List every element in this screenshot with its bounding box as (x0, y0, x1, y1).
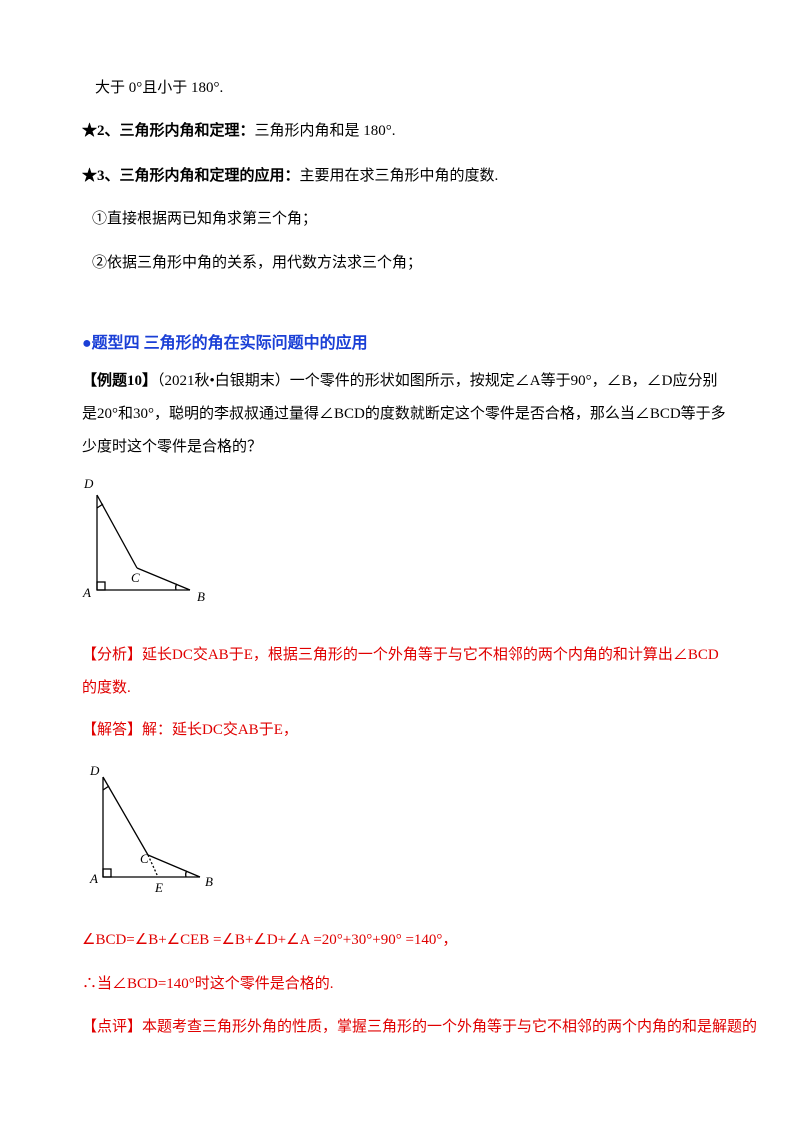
step: ∴当∠BCD=140°时这个零件是合格的. (82, 976, 334, 992)
label: A (89, 871, 98, 886)
label: B (205, 874, 213, 889)
label: A (82, 585, 91, 600)
step: ∠BCD=∠B+∠CEB =∠B+∠D+∠A =20°+30°+90° =140… (82, 932, 458, 948)
label: ★2、三角形内角和定理： (82, 123, 255, 139)
text: ②依据三角形中角的关系，用代数方法求三个角； (92, 255, 423, 271)
point: ★3、三角形内角和定理的应用：主要用在求三角形中角的度数. (82, 160, 730, 193)
point: ②依据三角形中角的关系，用代数方法求三个角； (92, 247, 740, 280)
label: 【点评】 (82, 1019, 143, 1035)
label: B (197, 589, 205, 604)
text: 解：延长DC交AB于E， (142, 722, 298, 738)
text: 延长DC交AB于E，根据三角形的一个外角等于与它不相邻的两个内角的和计算出∠BC… (82, 647, 719, 696)
point: ★2、三角形内角和定理：三角形内角和是 180°. (82, 115, 730, 148)
point: 大于 0°且小于 180°. (95, 72, 743, 105)
example: 【例题10】（2021秋•白银期末）一个零件的形状如图所示，按规定∠A等于90°… (82, 365, 730, 464)
text: 本题考查三角形外角的性质，掌握三角形的一个外角等于与它不相邻的两个内角的和是解题… (142, 1019, 758, 1035)
answer: 【解答】解：延长DC交AB于E， (82, 714, 730, 747)
text: 三角形内角和是 180°. (254, 123, 396, 139)
label: C (140, 851, 149, 866)
label: D (83, 476, 94, 491)
label: 【解答】 (82, 722, 143, 738)
label: C (131, 570, 140, 585)
comment: 【点评】本题考查三角形外角的性质，掌握三角形的一个外角等于与它不相邻的两个内角的… (82, 1011, 757, 1044)
text: （2021秋•白银期末）一个零件的形状如图所示，按规定∠A等于90°，∠B，∠D… (82, 373, 726, 455)
label: D (89, 763, 100, 778)
label: 【分析】 (82, 647, 143, 663)
point: ①直接根据两已知角求第三个角； (92, 203, 740, 236)
label: E (154, 880, 163, 895)
analysis: 【分析】延长DC交AB于E，根据三角形的一个外角等于与它不相邻的两个内角的和计算… (82, 639, 730, 705)
text: 主要用在求三角形中角的度数. (299, 168, 499, 184)
text: 大于 0°且小于 180°. (95, 80, 224, 96)
text: ①直接根据两已知角求第三个角； (92, 211, 318, 227)
figure: D C A B (82, 476, 205, 604)
label: 【例题10】 (82, 373, 158, 389)
label: ★3、三角形内角和定理的应用： (82, 168, 300, 184)
figure: D C A E B (89, 763, 213, 895)
section-title: ●题型四 三角形的角在实际问题中的应用 (82, 335, 368, 352)
